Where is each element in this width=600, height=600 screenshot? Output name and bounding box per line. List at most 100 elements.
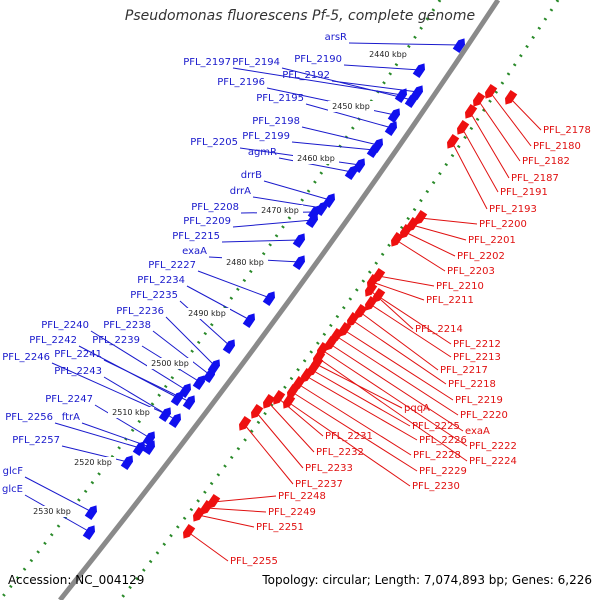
reverse-gene-label[interactable]: PFL_2211 [426,295,474,306]
forward-gene-feature[interactable] [344,163,360,181]
forward-gene-label[interactable]: arsR [325,32,347,43]
forward-gene-label[interactable]: PFL_2242 [29,335,77,346]
forward-gene-label[interactable]: PFL_2208 [191,202,239,213]
reverse-gene-label[interactable]: PFL_2222 [469,441,517,452]
reverse-gene-label[interactable]: PFL_2225 [412,421,460,432]
forward-gene-feature[interactable] [292,253,308,271]
reverse-gene-feature[interactable] [280,393,296,411]
reverse-gene-label[interactable]: PFL_2229 [419,466,467,477]
reverse-gene-label[interactable]: PFL_2212 [453,339,501,350]
forward-gene-feature[interactable] [452,36,468,54]
forward-gene-feature[interactable] [142,438,158,456]
reverse-gene-label[interactable]: PFL_2230 [412,481,460,492]
reverse-gene-label[interactable]: PFL_2231 [325,431,373,442]
reverse-gene-feature[interactable] [502,89,518,107]
forward-gene-label[interactable]: exaA [182,246,207,257]
reverse-gene-feature[interactable] [190,506,206,524]
forward-gene-feature[interactable] [170,389,186,407]
reverse-gene-label[interactable]: PFL_2237 [295,479,343,490]
forward-gene-feature[interactable] [142,429,158,447]
forward-gene-feature[interactable] [384,119,400,137]
reverse-gene-label[interactable]: PFL_2224 [469,456,517,467]
forward-gene-label[interactable]: PFL_2256 [5,412,53,423]
forward-gene-feature[interactable] [262,289,278,307]
reverse-gene-label[interactable]: PFL_2180 [533,141,581,152]
reverse-gene-label[interactable]: PFL_2178 [543,125,591,136]
forward-gene-label[interactable]: PFL_2235 [130,290,178,301]
forward-gene-feature[interactable] [82,523,98,541]
forward-gene-feature[interactable] [202,366,218,384]
forward-gene-label[interactable]: ftrA [62,412,80,423]
reverse-gene-label[interactable]: PFL_2182 [522,156,570,167]
forward-gene-label[interactable]: drrB [241,170,262,181]
reverse-gene-feature[interactable] [397,223,413,241]
reverse-gene-feature[interactable] [362,281,378,299]
reverse-gene-label[interactable]: PFL_2255 [230,556,278,567]
reverse-gene-label[interactable]: PFL_2251 [256,522,304,533]
reverse-gene-label[interactable]: pqqA [404,403,430,414]
forward-gene-label[interactable]: PFL_2198 [252,116,300,127]
reverse-gene-feature[interactable] [260,393,276,411]
forward-gene-label[interactable]: PFL_2196 [217,77,265,88]
reverse-gene-feature[interactable] [180,523,196,541]
reverse-gene-label[interactable]: PFL_2218 [448,379,496,390]
reverse-gene-label[interactable]: PFL_2233 [305,463,353,474]
forward-gene-label[interactable]: PFL_2246 [2,352,50,363]
reverse-gene-label[interactable]: PFL_2214 [415,324,463,335]
reverse-gene-label[interactable]: PFL_2217 [440,365,488,376]
reverse-gene-feature[interactable] [454,119,470,137]
reverse-gene-feature[interactable] [344,311,360,329]
forward-gene-feature[interactable] [192,373,208,391]
forward-gene-feature[interactable] [410,83,426,101]
forward-gene-feature[interactable] [387,106,403,124]
reverse-gene-feature[interactable] [388,231,404,249]
forward-gene-feature[interactable] [120,453,136,471]
forward-gene-label[interactable]: drrA [230,186,251,197]
reverse-gene-label[interactable]: PFL_2226 [419,435,467,446]
forward-gene-label[interactable]: PFL_2234 [137,275,185,286]
reverse-gene-feature[interactable] [298,367,314,385]
reverse-gene-label[interactable]: PFL_2248 [278,491,326,502]
reverse-gene-label[interactable]: PFL_2228 [413,450,461,461]
forward-gene-label[interactable]: PFL_2199 [242,131,290,142]
reverse-gene-feature[interactable] [462,103,478,121]
reverse-gene-feature[interactable] [482,83,498,101]
forward-gene-label[interactable]: PFL_2197 [183,57,231,68]
reverse-gene-feature[interactable] [248,403,264,421]
forward-gene-feature[interactable] [242,311,258,329]
forward-gene-label[interactable]: PFL_2192 [282,70,330,81]
forward-gene-feature[interactable] [412,61,428,79]
reverse-gene-feature[interactable] [352,303,368,321]
forward-gene-feature[interactable] [84,503,100,521]
forward-gene-label[interactable]: PFL_2247 [45,394,93,405]
reverse-gene-label[interactable]: PFL_2202 [457,251,505,262]
reverse-gene-feature[interactable] [270,389,286,407]
forward-gene-feature[interactable] [292,231,308,249]
reverse-gene-label[interactable]: PFL_2232 [316,447,364,458]
reverse-gene-label[interactable]: PFL_2200 [479,219,527,230]
reverse-gene-label[interactable]: PFL_2191 [500,187,548,198]
reverse-gene-feature[interactable] [370,287,386,305]
reverse-gene-label[interactable]: PFL_2203 [447,266,495,277]
forward-gene-label[interactable]: PFL_2257 [12,435,60,446]
forward-gene-label[interactable]: PFL_2238 [103,320,151,331]
forward-gene-feature[interactable] [168,411,184,429]
forward-gene-label[interactable]: glcF [3,466,24,477]
forward-gene-feature[interactable] [366,141,382,159]
forward-gene-label[interactable]: PFL_2209 [183,216,231,227]
forward-gene-label[interactable]: agmR [248,147,277,158]
reverse-gene-label[interactable]: PFL_2193 [489,204,537,215]
forward-gene-feature[interactable] [182,393,198,411]
reverse-gene-label[interactable]: PFL_2201 [468,235,516,246]
forward-gene-label[interactable]: PFL_2243 [54,366,102,377]
reverse-gene-label[interactable]: PFL_2219 [455,395,503,406]
forward-gene-feature[interactable] [305,211,321,229]
reverse-gene-label[interactable]: PFL_2249 [268,507,316,518]
forward-gene-label[interactable]: PFL_2194 [232,57,280,68]
forward-gene-label[interactable]: PFL_2205 [190,137,238,148]
forward-gene-label[interactable]: PFL_2240 [41,320,89,331]
forward-gene-feature[interactable] [222,337,238,355]
reverse-gene-label[interactable]: PFL_2220 [460,410,508,421]
reverse-gene-label[interactable]: PFL_2210 [436,281,484,292]
forward-gene-label[interactable]: PFL_2239 [92,335,140,346]
